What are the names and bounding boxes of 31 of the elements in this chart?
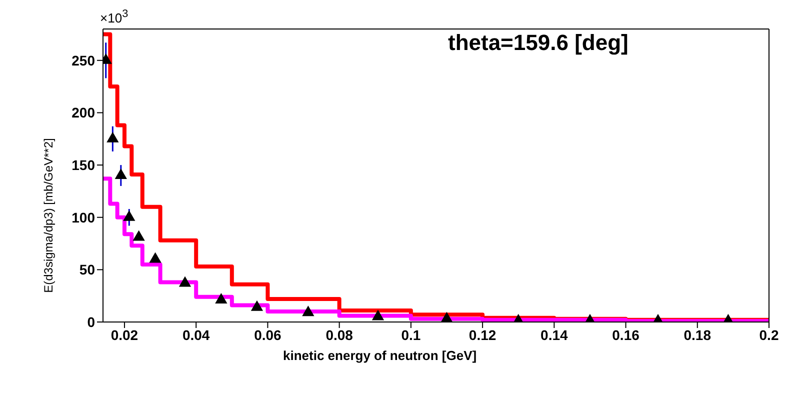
- x-tick-label: 0.04: [182, 326, 210, 343]
- point: [106, 132, 119, 142]
- point: [114, 168, 127, 180]
- text: ×10$^{3}$: [100, 8, 128, 26]
- point: [250, 300, 264, 311]
- x-tick-label: 0.2: [759, 326, 779, 343]
- point: [440, 312, 453, 322]
- x-tick-label: 0.16: [612, 326, 640, 343]
- x-axis-title: kinetic energy of neutron [GeV]: [283, 348, 477, 363]
- point: [372, 310, 384, 320]
- x-tick-label: 0.08: [326, 326, 354, 343]
- x-tick-label: 0.18: [684, 326, 712, 343]
- point: [178, 276, 192, 287]
- y-tick-label: 150: [72, 157, 96, 174]
- x-tick-label: 0.12: [468, 326, 496, 343]
- y-tick-label: 100: [72, 209, 96, 226]
- y-tick-label: 50: [79, 262, 96, 278]
- annotation: theta=159.6 [deg]: [448, 30, 628, 56]
- point: [302, 306, 314, 316]
- y-axis-title: E(d3sigma/dp3) [mb/GeV**2]: [41, 138, 56, 293]
- point: [132, 230, 145, 241]
- y-tick-label: 200: [72, 104, 96, 121]
- point: [149, 252, 162, 263]
- x-tick-label: 0.06: [254, 326, 282, 343]
- x-tick-label: 0.1: [401, 326, 421, 343]
- x-tick-label: 0.02: [110, 326, 138, 343]
- point: [215, 293, 228, 304]
- x-tick-label: 0.14: [540, 326, 568, 343]
- y-tick-label: 250: [72, 52, 96, 68]
- point: [123, 210, 136, 221]
- y-tick-label: 0: [87, 314, 96, 330]
